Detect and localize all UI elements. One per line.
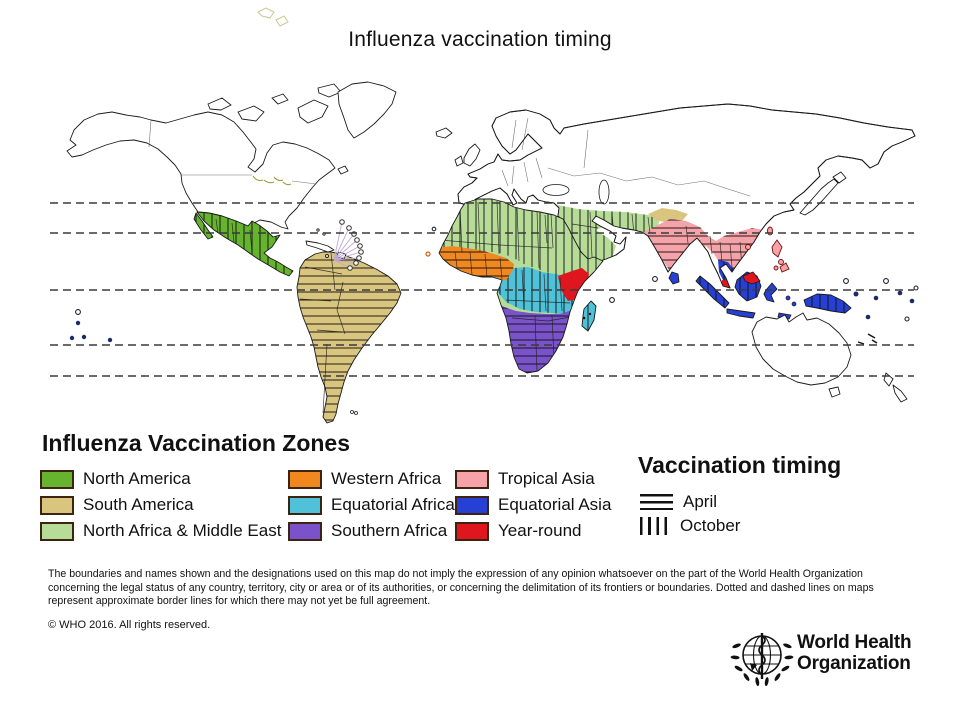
- legend-item-equatorial-asia: Equatorial Asia: [455, 492, 611, 518]
- legend-label: Western Africa: [331, 469, 442, 488]
- legend-swatch-south-america: [40, 495, 74, 515]
- april-horizontal-lines-icon: [640, 494, 673, 510]
- svalbard-faint-outline: [257, 7, 289, 27]
- map-region-greenland: [337, 81, 397, 139]
- serpent-icon: [758, 635, 766, 676]
- map-region-eurasia: [457, 103, 916, 289]
- laurel-wreath-icon: [730, 643, 794, 687]
- who-wordmark: World Health Organization: [797, 632, 912, 674]
- ocean-islands: [69, 226, 919, 345]
- legend-label: South America: [83, 495, 194, 514]
- october-vertical-lines-icon: [640, 517, 670, 535]
- map-region-south-america: [296, 250, 402, 424]
- legend-label: Equatorial Asia: [498, 495, 612, 514]
- map-region-new-zealand: [883, 372, 908, 403]
- legend-item-south-america: South America: [40, 492, 281, 518]
- legend-swatch-equatorial-africa: [288, 495, 322, 515]
- zones-legend-title: Influenza Vaccination Zones: [42, 430, 351, 456]
- legend-item-north-africa-middle-east: North Africa & Middle East: [40, 518, 281, 544]
- island-leader-lines: [333, 221, 362, 269]
- who-logo: [730, 633, 794, 687]
- map-region-africa: [438, 198, 604, 374]
- legend-swatch-year-round: [455, 521, 489, 541]
- great-lakes: [252, 175, 292, 186]
- legend-item-western-africa: Western Africa: [288, 466, 455, 492]
- caspian-sea: [598, 179, 610, 205]
- disclaimer-text: The boundaries and names shown and the d…: [48, 568, 874, 608]
- legend-label: Southern Africa: [331, 521, 448, 540]
- copyright-text: © WHO 2016. All rights reserved.: [48, 619, 211, 631]
- timing-legend-title: Vaccination timing: [638, 452, 842, 478]
- legend-label: North Africa & Middle East: [83, 521, 282, 540]
- legend-item-equatorial-africa: Equatorial Africa: [288, 492, 455, 518]
- legend-label: Year-round: [498, 521, 582, 540]
- who-wordmark-line2: Organization: [797, 653, 911, 674]
- legend-item-year-round: Year-round: [455, 518, 611, 544]
- legend-swatch-southern-africa: [288, 521, 322, 541]
- timing-item-october: October: [640, 516, 740, 536]
- legend-swatch-north-africa-middle-east: [40, 521, 74, 541]
- who-wordmark-line1: World Health: [797, 632, 912, 653]
- legend-label: Equatorial Africa: [331, 495, 455, 514]
- latitude-dashed-lines: [50, 202, 914, 377]
- legend-label: North America: [83, 469, 191, 488]
- legend-swatch-tropical-asia: [455, 469, 489, 489]
- map-region-equatorial-asia-islands: [695, 271, 852, 320]
- zones-legend-col1: North America South America North Africa…: [40, 466, 281, 544]
- map-region-hainan: [745, 244, 751, 250]
- timing-label-april: April: [683, 492, 718, 511]
- legend-item-tropical-asia: Tropical Asia: [455, 466, 611, 492]
- legend-item-north-america: North America: [40, 466, 281, 492]
- legend-label: Tropical Asia: [498, 469, 595, 488]
- timing-item-april: April: [640, 492, 717, 512]
- map-region-madagascar: [581, 300, 597, 332]
- page-title: Influenza vaccination timing: [348, 28, 612, 51]
- map-region-caribbean: [305, 219, 364, 271]
- map-region-australia: [751, 312, 908, 403]
- zones-legend-col2: Western Africa Equatorial Africa Souther…: [288, 466, 455, 544]
- map-region-sri-lanka: [668, 271, 680, 285]
- legend-swatch-equatorial-asia: [455, 495, 489, 515]
- cape-verde-dot: [425, 251, 431, 257]
- legend-item-southern-africa: Southern Africa: [288, 518, 455, 544]
- zones-legend-col3: Tropical Asia Equatorial Asia Year-round: [455, 466, 611, 544]
- legend-swatch-north-america: [40, 469, 74, 489]
- legend-swatch-western-africa: [288, 469, 322, 489]
- map-region-japan: [799, 171, 847, 216]
- black-sea: [542, 184, 570, 196]
- map-region-taiwan: [767, 226, 773, 236]
- timing-label-october: October: [680, 516, 741, 535]
- map-region-north-america-white: [66, 81, 481, 230]
